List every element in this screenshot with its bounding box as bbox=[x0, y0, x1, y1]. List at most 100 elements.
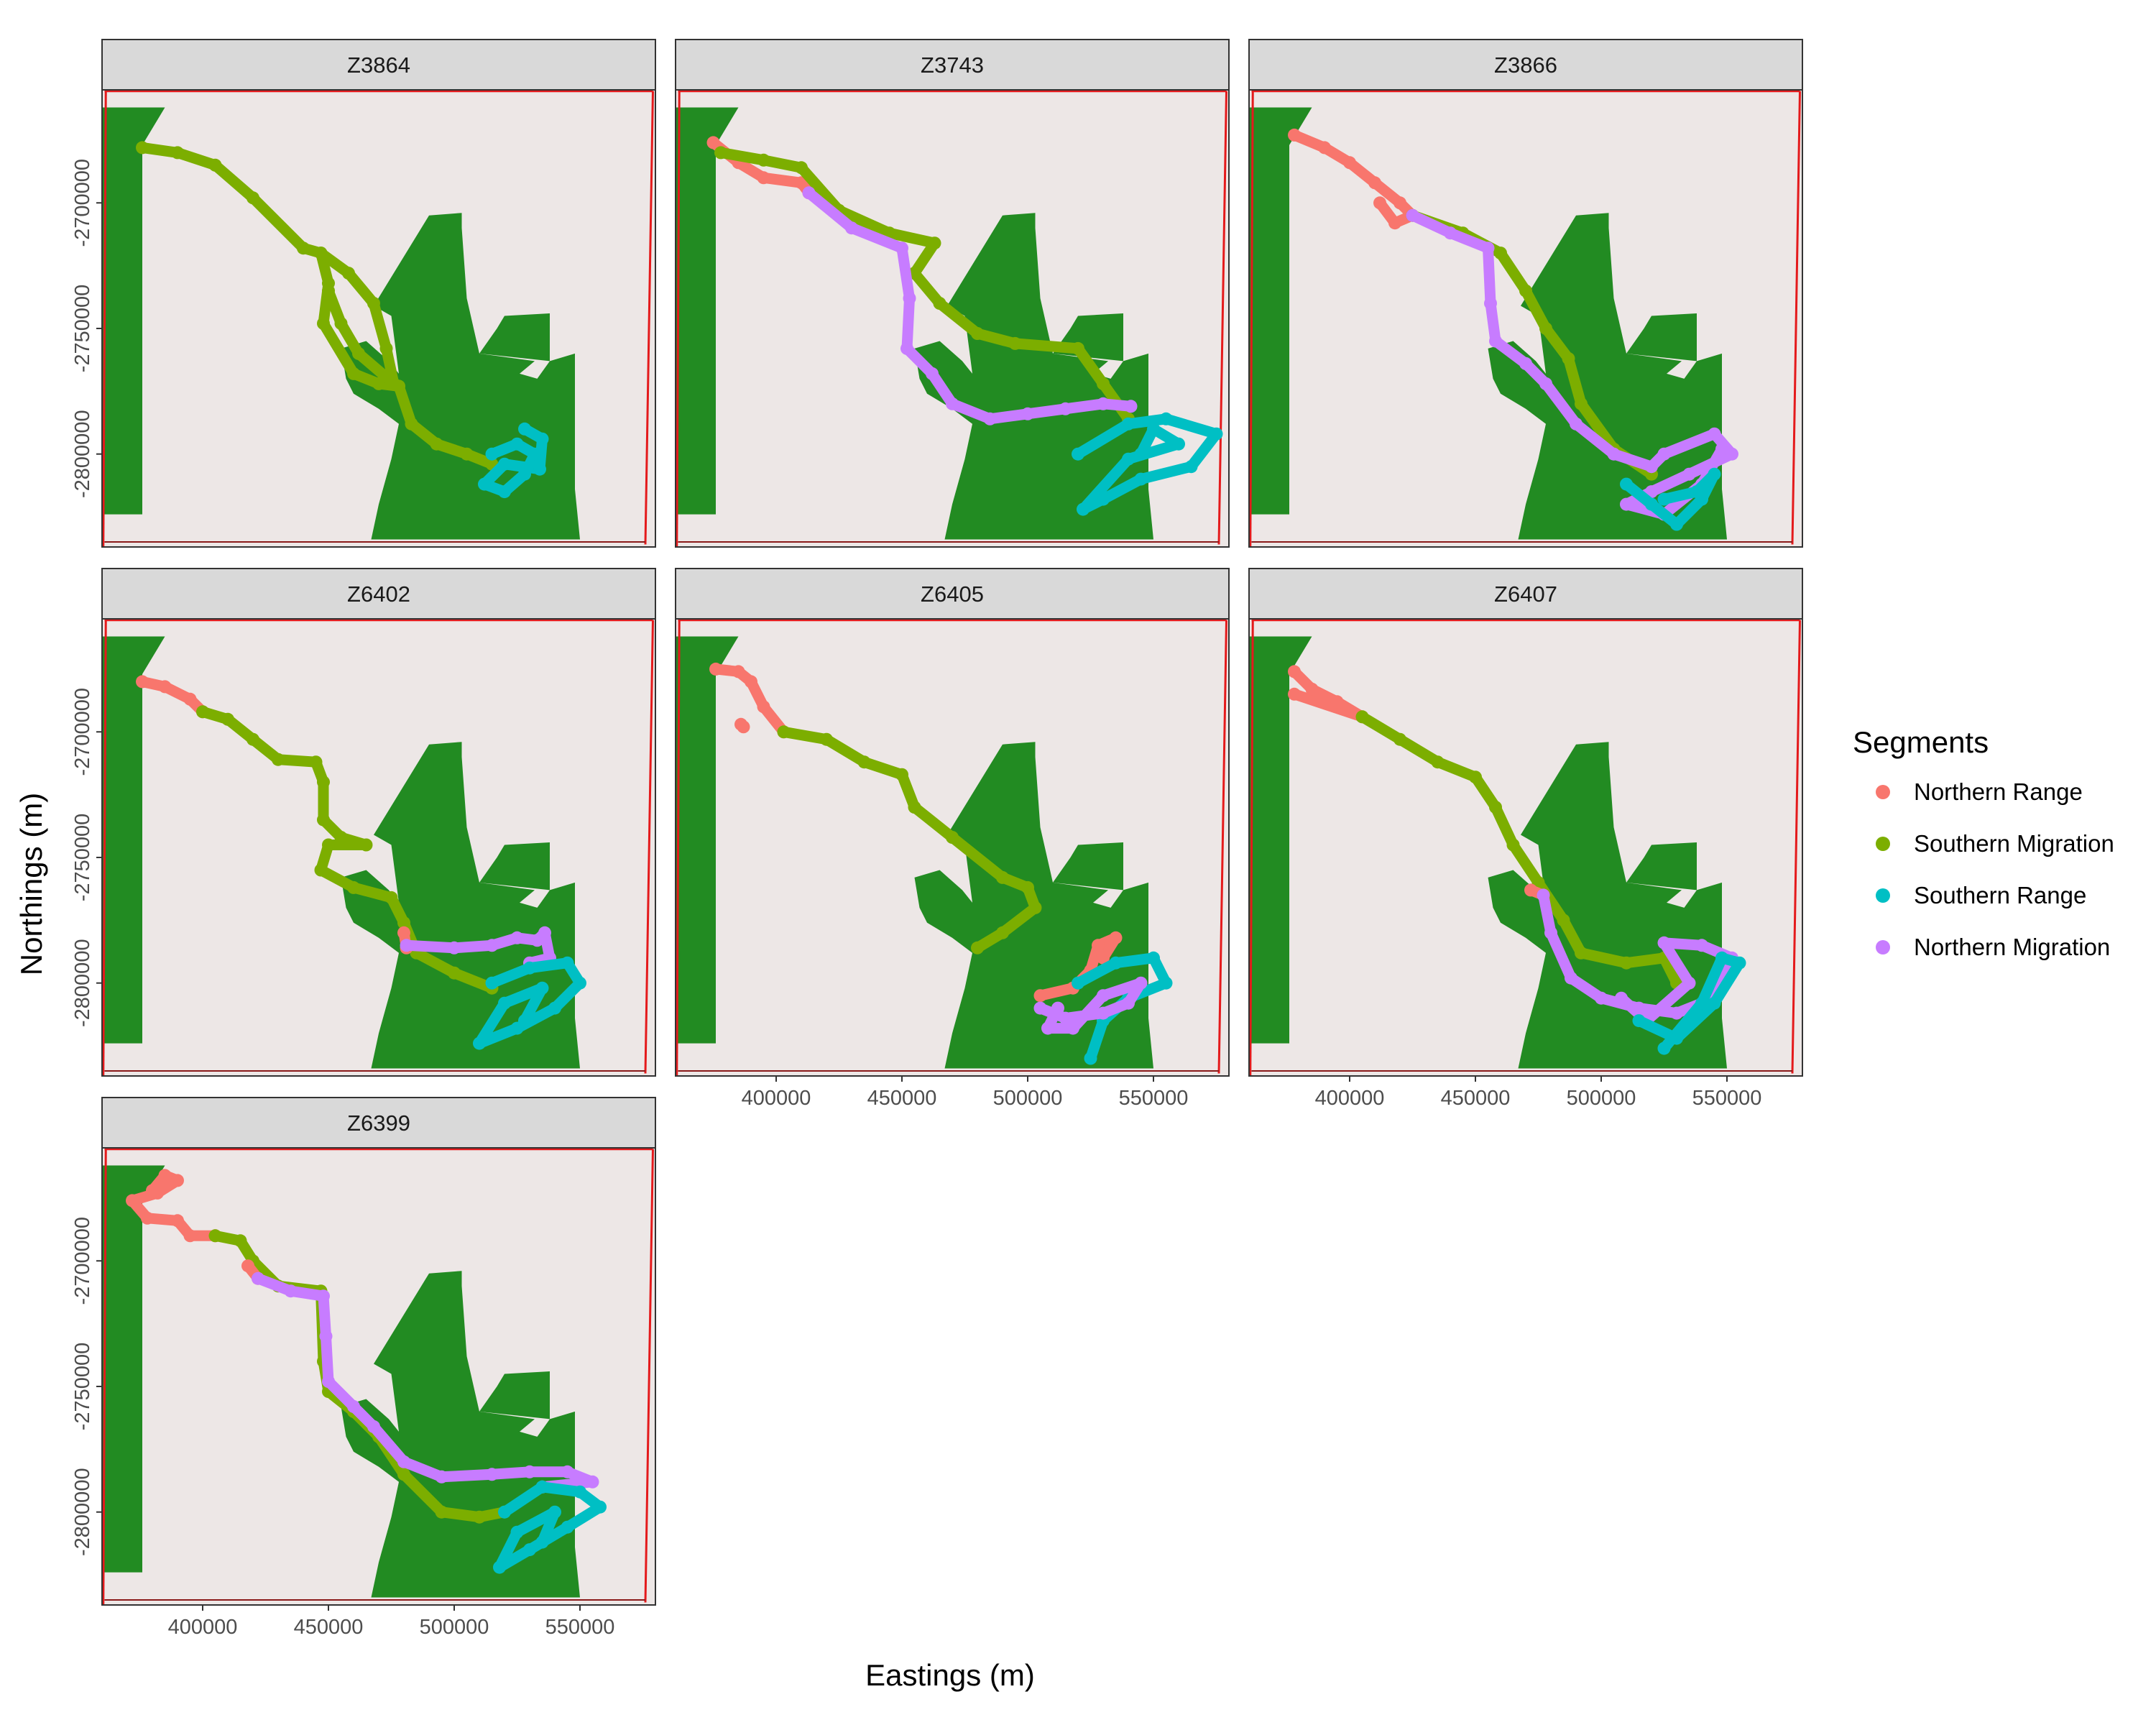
boundary-line-east bbox=[644, 620, 654, 1074]
land-region-west bbox=[102, 1165, 165, 1573]
facet-strip bbox=[101, 39, 656, 91]
land-region-west bbox=[1249, 636, 1312, 1044]
track-point bbox=[1708, 467, 1721, 481]
track-point bbox=[1682, 976, 1696, 990]
track-point bbox=[1072, 447, 1084, 461]
track-point bbox=[1539, 322, 1552, 335]
y-tick-label: -2700000 bbox=[71, 1217, 94, 1305]
y-tick-label: -2800000 bbox=[71, 939, 94, 1027]
facet-panel-Z3866: Z3866 bbox=[1248, 39, 1803, 548]
legend-label: Northern Range bbox=[1914, 778, 2083, 805]
track-point bbox=[757, 171, 770, 185]
land-region-north bbox=[1626, 313, 1697, 362]
track-point bbox=[384, 891, 398, 904]
track-point bbox=[745, 675, 757, 689]
track-point bbox=[1184, 460, 1198, 474]
track-point bbox=[498, 996, 511, 1010]
boundary-line-west bbox=[1249, 619, 1254, 1076]
legend-key bbox=[1876, 837, 1890, 851]
land-region-east bbox=[341, 213, 580, 540]
track-point bbox=[473, 1036, 486, 1050]
track-point bbox=[1670, 518, 1683, 531]
track-point bbox=[1620, 477, 1633, 491]
track-point bbox=[1539, 377, 1552, 390]
track-point bbox=[1134, 472, 1148, 486]
facet-strip-label: Z3864 bbox=[347, 52, 410, 78]
facet-strip bbox=[675, 39, 1230, 91]
track-point bbox=[317, 1289, 330, 1303]
track-point bbox=[1109, 931, 1123, 944]
panel-border bbox=[1248, 89, 1803, 548]
map-area bbox=[676, 619, 1229, 1076]
track-point bbox=[367, 297, 380, 310]
track-point bbox=[297, 242, 310, 255]
y-tick-label: -2800000 bbox=[71, 410, 94, 498]
track-point bbox=[309, 755, 323, 769]
track-point bbox=[367, 1420, 380, 1433]
track-point bbox=[895, 768, 908, 781]
track-point bbox=[1481, 242, 1495, 255]
track-point bbox=[221, 712, 234, 726]
land-region-west bbox=[676, 636, 739, 1044]
track-point bbox=[561, 1465, 574, 1478]
track-point bbox=[379, 341, 393, 355]
track-point bbox=[1355, 710, 1369, 724]
map-area bbox=[676, 90, 1229, 547]
track-point bbox=[903, 292, 916, 305]
track-point bbox=[196, 705, 209, 719]
track-point bbox=[1388, 216, 1401, 230]
track-point bbox=[435, 1470, 448, 1484]
track-point bbox=[448, 966, 461, 980]
track-point bbox=[1726, 447, 1738, 461]
track-point bbox=[820, 732, 833, 746]
track-southern-range bbox=[474, 957, 586, 1049]
track-point bbox=[347, 1399, 360, 1413]
track-point bbox=[1393, 196, 1406, 210]
track-point bbox=[1059, 402, 1072, 415]
x-tick-label: 450000 bbox=[294, 1616, 364, 1639]
land-region-north bbox=[1626, 842, 1697, 891]
track-point bbox=[498, 457, 511, 471]
track-point bbox=[405, 417, 418, 431]
y-axes: -2700000 -2750000 -2800000 -2700000 -2750000… bbox=[71, 159, 102, 1556]
track-point bbox=[1494, 247, 1507, 260]
land-region-west bbox=[102, 636, 165, 1044]
track-point bbox=[1670, 1006, 1683, 1020]
track-point bbox=[1620, 956, 1633, 970]
track-point bbox=[1632, 1014, 1646, 1028]
track-point bbox=[538, 926, 551, 939]
track-point bbox=[1072, 976, 1084, 990]
track-point bbox=[1288, 687, 1301, 701]
track-point bbox=[1097, 377, 1110, 390]
track-point bbox=[1708, 427, 1721, 441]
track-point bbox=[241, 1259, 254, 1273]
track-point bbox=[1620, 497, 1633, 511]
track-point bbox=[234, 1234, 247, 1248]
track-point bbox=[1670, 1031, 1683, 1045]
track-point bbox=[1124, 400, 1138, 413]
track-point bbox=[347, 367, 360, 380]
panel-border bbox=[101, 618, 656, 1077]
track-point bbox=[533, 462, 546, 476]
x-tick-label: 500000 bbox=[993, 1087, 1063, 1110]
track-point bbox=[535, 981, 549, 995]
y-tick-label: -2750000 bbox=[71, 285, 94, 373]
track-point bbox=[1343, 156, 1356, 170]
track-point bbox=[284, 1284, 298, 1298]
track-point bbox=[523, 1465, 536, 1478]
boundary-line-east bbox=[644, 1149, 654, 1603]
track-point bbox=[1051, 1001, 1064, 1015]
track-point bbox=[1021, 880, 1034, 894]
track-point bbox=[435, 1505, 448, 1519]
land-region-north bbox=[1053, 842, 1123, 891]
x-axis-title: Eastings (m) bbox=[865, 1658, 1035, 1692]
panel-border bbox=[675, 618, 1230, 1077]
track-point bbox=[1544, 926, 1557, 939]
y-tick-label: -2700000 bbox=[71, 688, 94, 776]
track-point bbox=[1072, 341, 1084, 355]
track-point bbox=[1330, 695, 1344, 709]
track-point bbox=[1575, 397, 1588, 410]
track-point bbox=[706, 136, 720, 150]
track-point bbox=[493, 1560, 506, 1574]
land-region-east bbox=[341, 1271, 580, 1598]
